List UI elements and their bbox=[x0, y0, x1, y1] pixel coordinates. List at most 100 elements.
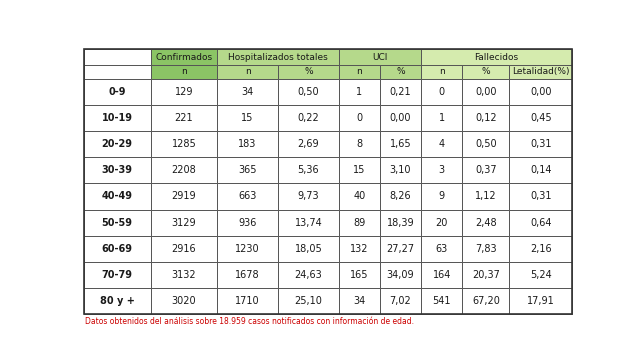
Bar bbox=[217, 105, 278, 131]
Text: 3: 3 bbox=[438, 165, 445, 175]
Text: 0,37: 0,37 bbox=[475, 165, 497, 175]
Bar bbox=[462, 262, 509, 288]
Bar bbox=[84, 210, 150, 236]
Bar bbox=[509, 210, 572, 236]
Bar bbox=[84, 105, 150, 131]
Text: 50-59: 50-59 bbox=[102, 217, 132, 228]
Text: 0,45: 0,45 bbox=[530, 113, 552, 123]
Text: 34: 34 bbox=[241, 87, 253, 97]
Text: 34,09: 34,09 bbox=[387, 270, 414, 280]
Bar bbox=[278, 105, 339, 131]
Bar bbox=[84, 131, 150, 157]
Text: 20: 20 bbox=[436, 217, 448, 228]
Bar bbox=[380, 236, 421, 262]
Bar bbox=[380, 65, 421, 78]
Bar bbox=[462, 288, 509, 314]
Text: 89: 89 bbox=[353, 217, 365, 228]
Bar bbox=[339, 131, 380, 157]
Bar bbox=[150, 78, 217, 105]
Text: Fallecidos: Fallecidos bbox=[475, 53, 518, 62]
Bar bbox=[462, 65, 509, 78]
Text: 1678: 1678 bbox=[236, 270, 260, 280]
Text: 3,10: 3,10 bbox=[390, 165, 412, 175]
Text: 1: 1 bbox=[356, 87, 362, 97]
Bar bbox=[150, 65, 217, 78]
Bar bbox=[509, 288, 572, 314]
Text: 8,26: 8,26 bbox=[390, 192, 412, 202]
Text: 541: 541 bbox=[433, 296, 451, 306]
Text: 5,24: 5,24 bbox=[530, 270, 552, 280]
Text: 30-39: 30-39 bbox=[102, 165, 132, 175]
Bar bbox=[462, 157, 509, 183]
Bar bbox=[380, 183, 421, 210]
Text: 129: 129 bbox=[175, 87, 193, 97]
Bar bbox=[462, 131, 509, 157]
Text: 15: 15 bbox=[353, 165, 365, 175]
Text: 164: 164 bbox=[433, 270, 451, 280]
Bar bbox=[421, 131, 462, 157]
Bar bbox=[84, 183, 150, 210]
Text: 183: 183 bbox=[239, 139, 257, 149]
Text: 0-9: 0-9 bbox=[108, 87, 126, 97]
Bar bbox=[217, 78, 278, 105]
Bar bbox=[462, 183, 509, 210]
Text: 80 y +: 80 y + bbox=[100, 296, 134, 306]
Bar bbox=[462, 210, 509, 236]
Bar bbox=[421, 210, 462, 236]
Text: 2,69: 2,69 bbox=[298, 139, 319, 149]
Text: 17,91: 17,91 bbox=[527, 296, 555, 306]
Bar bbox=[339, 262, 380, 288]
Bar bbox=[84, 236, 150, 262]
Text: 2,48: 2,48 bbox=[475, 217, 497, 228]
Bar bbox=[339, 157, 380, 183]
Text: 1: 1 bbox=[438, 113, 445, 123]
Text: 27,27: 27,27 bbox=[387, 244, 415, 254]
Text: 2916: 2916 bbox=[172, 244, 196, 254]
Text: 3132: 3132 bbox=[172, 270, 196, 280]
Bar bbox=[462, 105, 509, 131]
Text: 3020: 3020 bbox=[172, 296, 196, 306]
Bar bbox=[84, 288, 150, 314]
Text: n: n bbox=[356, 67, 362, 76]
Text: 365: 365 bbox=[238, 165, 257, 175]
Bar bbox=[84, 49, 150, 65]
Bar bbox=[380, 78, 421, 105]
Bar bbox=[380, 210, 421, 236]
Text: n: n bbox=[439, 67, 445, 76]
Bar bbox=[150, 210, 217, 236]
Bar bbox=[421, 262, 462, 288]
Bar bbox=[150, 262, 217, 288]
Text: 7,02: 7,02 bbox=[390, 296, 412, 306]
Text: 0: 0 bbox=[438, 87, 445, 97]
Text: 2919: 2919 bbox=[172, 192, 196, 202]
Bar bbox=[150, 157, 217, 183]
Bar bbox=[150, 105, 217, 131]
Text: Confirmados: Confirmados bbox=[156, 53, 212, 62]
Bar bbox=[380, 105, 421, 131]
Bar bbox=[217, 183, 278, 210]
Text: 9,73: 9,73 bbox=[298, 192, 319, 202]
Text: 221: 221 bbox=[175, 113, 193, 123]
Bar bbox=[339, 210, 380, 236]
Bar bbox=[217, 65, 278, 78]
Text: %: % bbox=[396, 67, 405, 76]
Text: 9: 9 bbox=[438, 192, 445, 202]
Bar bbox=[150, 236, 217, 262]
Bar bbox=[421, 65, 462, 78]
Text: 70-79: 70-79 bbox=[102, 270, 132, 280]
Bar bbox=[421, 105, 462, 131]
Bar bbox=[278, 210, 339, 236]
Bar bbox=[278, 183, 339, 210]
Bar bbox=[380, 131, 421, 157]
Text: 67,20: 67,20 bbox=[472, 296, 500, 306]
Bar bbox=[278, 288, 339, 314]
Bar bbox=[380, 262, 421, 288]
Bar bbox=[380, 157, 421, 183]
Text: n: n bbox=[181, 67, 187, 76]
Bar bbox=[509, 157, 572, 183]
Bar bbox=[509, 65, 572, 78]
Text: 663: 663 bbox=[239, 192, 257, 202]
Text: 1,12: 1,12 bbox=[475, 192, 497, 202]
Bar bbox=[421, 78, 462, 105]
Bar bbox=[339, 288, 380, 314]
